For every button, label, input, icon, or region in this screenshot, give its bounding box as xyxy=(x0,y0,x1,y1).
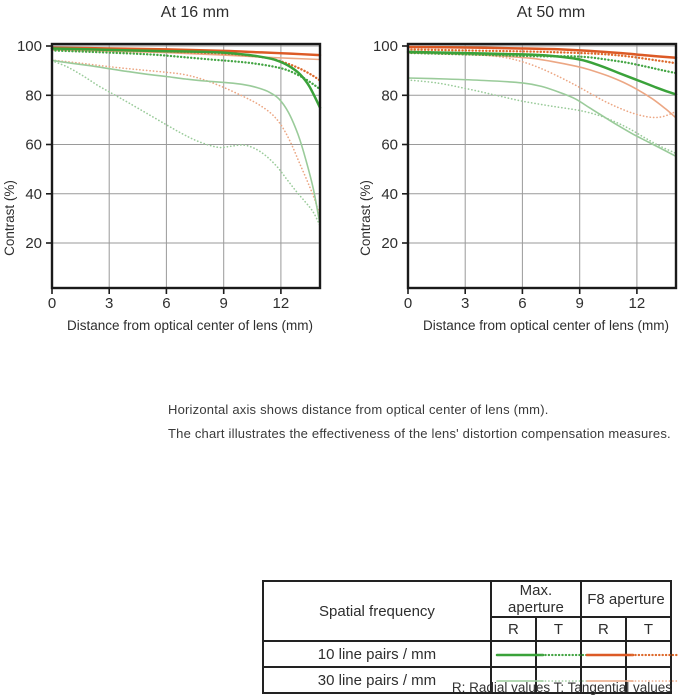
mtf-curve xyxy=(51,49,321,61)
x-tick-label: 12 xyxy=(273,295,290,312)
legend-line-sample-f8-r-30 xyxy=(579,666,634,694)
plot-border xyxy=(406,42,678,290)
y-tick-label: 60 xyxy=(25,137,42,154)
mtf-curve xyxy=(50,46,322,57)
y-tick-label: 40 xyxy=(381,186,398,203)
mtf-curve xyxy=(50,47,322,109)
mtf-chart-16mm: At 16 mm 20 40 60 80 100 0 3 6 9 12 Contrast (%) Dis… xyxy=(2,4,322,333)
mtf-curve xyxy=(51,59,321,227)
x-tick-label: 9 xyxy=(220,295,228,312)
legend-line-sample-max-t-30 xyxy=(534,666,589,694)
legend-footnote: R: Radial values T: Tangential values xyxy=(451,680,672,695)
legend-line-sample-f8-r-10 xyxy=(579,640,635,668)
annotation-line-1: Horizontal axis shows distance from opti… xyxy=(168,402,549,417)
mtf-curve xyxy=(406,45,678,60)
legend-table: Spatial frequency Max. aperture F8 apert… xyxy=(262,580,680,694)
legend-subheader-f8-r: R xyxy=(579,616,627,642)
legend-row-label: 30 line pairs / mm xyxy=(262,666,492,694)
y-axis-label: Contrast (%) xyxy=(2,180,17,256)
y-tick-label: 80 xyxy=(25,87,42,104)
plot-border xyxy=(50,42,322,290)
legend-subheader-max-r: R xyxy=(489,616,537,642)
y-tick-label: 60 xyxy=(381,137,398,154)
x-tick-label: 3 xyxy=(105,295,113,312)
mtf-curve xyxy=(406,48,678,65)
mtf-curve xyxy=(406,51,678,75)
x-tick-label: 3 xyxy=(461,295,469,312)
x-tick-label: 12 xyxy=(629,295,646,312)
chart-title: At 50 mm xyxy=(517,4,585,21)
legend-row: 10 line pairs / mm xyxy=(262,640,680,668)
legend-header-f8-aperture: F8 aperture xyxy=(579,580,673,618)
curves-group xyxy=(50,46,322,227)
legend-line-sample-f8-t-30 xyxy=(624,666,679,694)
y-tick-label: 20 xyxy=(381,235,398,252)
legend-subheader-max-t: T xyxy=(534,616,582,642)
y-axis-label: Contrast (%) xyxy=(358,180,373,256)
legend-line-sample-f8-t-10 xyxy=(624,640,680,668)
chart-annotation: Horizontal axis shows distance from opti… xyxy=(168,398,688,446)
legend-line-sample-max-r-30 xyxy=(489,666,544,694)
x-tick-label: 0 xyxy=(404,295,412,312)
mtf-curve xyxy=(407,77,677,158)
legend-subheader-f8-t: T xyxy=(624,616,673,642)
y-tick-label: 40 xyxy=(25,186,42,203)
mtf-chart-50mm: At 50 mm 20 40 60 80 100 0 3 6 9 12 Contrast (%) Dis… xyxy=(358,4,678,333)
legend-header-max-aperture: Max. aperture xyxy=(489,580,582,618)
x-tick-label: 6 xyxy=(518,295,526,312)
mtf-curve xyxy=(51,59,321,226)
chart-title: At 16 mm xyxy=(161,4,229,21)
x-tick-label: 6 xyxy=(162,295,170,312)
curves-group xyxy=(406,45,678,158)
x-axis-label: Distance from optical center of lens (mm… xyxy=(423,318,669,333)
mtf-curve xyxy=(50,49,322,91)
y-tick-label: 100 xyxy=(373,38,398,55)
y-tick-label: 20 xyxy=(25,235,42,252)
legend-line-sample-max-r-10 xyxy=(489,640,545,668)
y-tick-label: 80 xyxy=(381,87,398,104)
x-tick-label: 9 xyxy=(576,295,584,312)
legend-header-spatial-frequency: Spatial frequency xyxy=(262,580,492,642)
y-tick-label: 100 xyxy=(17,38,42,55)
mtf-curve xyxy=(406,50,678,96)
legend-line-sample-max-t-10 xyxy=(534,640,590,668)
mtf-curve xyxy=(51,59,321,217)
legend-row: 30 line pairs / mm xyxy=(262,666,679,694)
legend-row-label: 10 line pairs / mm xyxy=(262,640,492,668)
annotation-line-2: The chart illustrates the effectiveness … xyxy=(168,426,671,441)
x-tick-label: 0 xyxy=(48,295,56,312)
x-axis-label: Distance from optical center of lens (mm… xyxy=(67,318,313,333)
mtf-curve xyxy=(407,79,677,155)
